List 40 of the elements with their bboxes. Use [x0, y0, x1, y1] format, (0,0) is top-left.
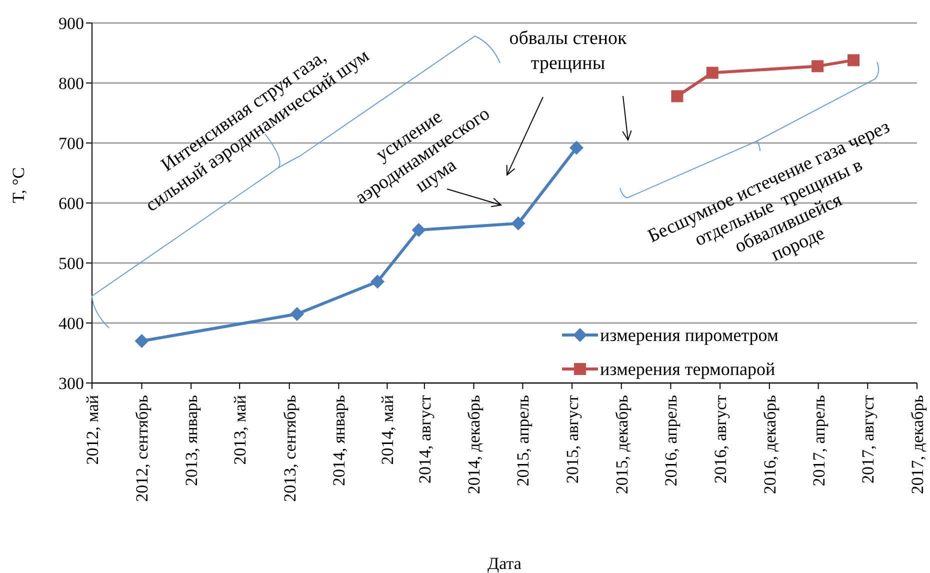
y-tick-label: 300	[58, 374, 84, 394]
y-tick-label: 600	[58, 194, 84, 214]
point	[370, 274, 385, 289]
legend-label: измерения термопарой	[600, 358, 776, 380]
x-tick-label: 2017, август	[858, 394, 878, 484]
x-tick-label: 2014, январь	[330, 394, 349, 486]
x-tick-label: 2017, декабрь	[908, 394, 927, 494]
x-tick-label: 2016, апрель	[662, 394, 681, 486]
x-tick-label: 2013, январь	[182, 394, 202, 486]
x-tick-label: 2017, апрель	[809, 394, 828, 486]
x-tick-label: 2014, май	[378, 395, 398, 465]
x-tick-label: 2015, декабрь	[612, 394, 632, 494]
y-tick-label: 800	[58, 74, 84, 94]
point	[134, 334, 149, 348]
point	[511, 216, 526, 230]
x-tick-label: 2012, май	[82, 395, 102, 465]
point	[812, 60, 824, 72]
x-tick-label: 2015, август	[562, 394, 582, 484]
x-tick-label: 2013, сентябрь	[280, 394, 300, 502]
legend-label: измерения пирометром	[600, 324, 778, 346]
x-tick-label: 2014, декабрь	[464, 394, 484, 494]
point	[706, 66, 718, 79]
x-tick-label: 2012, сентябрь	[132, 394, 152, 502]
point	[290, 307, 304, 321]
x-tick-label: 2013, май	[230, 395, 250, 465]
y-tick-label: 700	[58, 134, 84, 154]
y-tick-label: 500	[58, 254, 84, 274]
point	[569, 140, 584, 155]
point	[848, 54, 860, 66]
x-axis-title: Дата	[488, 554, 522, 573]
point	[412, 223, 426, 237]
y-axis-title: T, °C	[9, 167, 28, 203]
y-tick-label: 900	[58, 14, 84, 34]
x-tick-label: 2016, декабрь	[760, 394, 780, 494]
annotation: обвалы стенок трещины	[509, 28, 628, 74]
y-tick-label: 400	[58, 314, 84, 334]
point	[671, 90, 684, 102]
x-tick-label: 2015, апрель	[514, 394, 533, 486]
x-tick-label: 2016, август	[711, 394, 730, 484]
x-tick-label: 2014, август	[415, 394, 434, 484]
